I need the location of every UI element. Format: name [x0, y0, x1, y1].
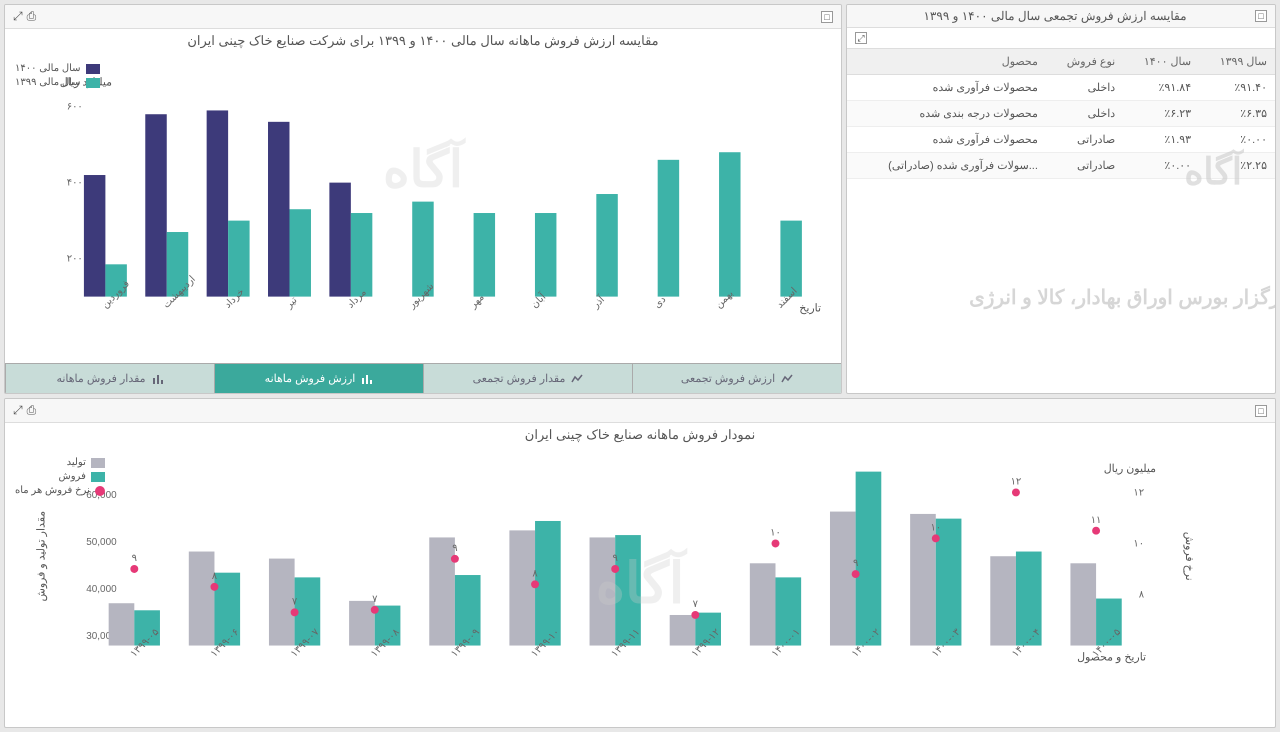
collapse-icon[interactable]: ⤢ — [13, 9, 23, 24]
svg-text:۱۱: ۱۱ — [1091, 515, 1102, 526]
chart2-title: نمودار فروش ماهانه صنایع خاک چینی ایران — [5, 423, 1275, 447]
table-row[interactable]: ٪۶.۳۵٪۶.۲۳داخلیمحصولات درجه بندی شده — [847, 101, 1275, 127]
legend-item[interactable]: فروش — [15, 471, 105, 482]
chart1-svg: ۲۰۰۴۰۰۶۰۰میلیارد ریالفروردیناردیبهشتخردا… — [15, 63, 831, 371]
panel-header: □ مقایسه ارزش فروش تجمعی سال مالی ۱۴۰۰ و… — [847, 5, 1275, 28]
table-cell: داخلی — [1046, 101, 1123, 127]
table-row[interactable]: ٪۹۱.۴۰٪۹۱.۸۴داخلیمحصولات فرآوری شده — [847, 75, 1275, 101]
svg-text:۹: ۹ — [853, 558, 858, 569]
svg-text:۱۰: ۱۰ — [1133, 538, 1144, 549]
panel-header: □ ⎙ ⤢ — [5, 399, 1275, 423]
table-cell: ٪۱.۹۳ — [1123, 127, 1199, 153]
chart1-legend: سال مالی ۱۴۰۰ سال مالی ۱۳۹۹ — [15, 63, 100, 91]
svg-text:۶۰۰: ۶۰۰ — [67, 102, 83, 113]
table-cell: صادراتی — [1046, 153, 1123, 179]
svg-text:۷: ۷ — [292, 596, 298, 607]
table-header[interactable]: نوع فروش — [1046, 49, 1123, 75]
svg-text:مقدار تولید و فروش: مقدار تولید و فروش — [36, 511, 48, 602]
table-row[interactable]: ٪۲.۲۵٪۰.۰۰صادراتی...سولات فرآوری شده (صا… — [847, 153, 1275, 179]
legend-item[interactable]: نرخ فروش هر ماه — [15, 485, 105, 496]
table-row[interactable]: ٪۰.۰۰٪۱.۹۳صادراتیمحصولات فرآوری شده — [847, 127, 1275, 153]
maximize-icon[interactable]: □ — [1255, 10, 1267, 22]
monthly-sales-chart-panel: □ ⎙ ⤢ مقایسه ارزش فروش ماهانه سال مالی ۱… — [4, 4, 842, 394]
collapse-icon[interactable]: ⤢ — [13, 403, 23, 418]
svg-text:۸: ۸ — [212, 571, 218, 582]
svg-text:50,000: 50,000 — [86, 537, 117, 548]
chart2-svg: 30,00040,00050,00060,000۸۱۰۱۲مقدار تولید… — [15, 457, 1265, 715]
table-cell: ٪۹۱.۴۰ — [1199, 75, 1275, 101]
table-cell: صادراتی — [1046, 127, 1123, 153]
panel-header: □ ⎙ ⤢ — [5, 5, 841, 29]
table-cell: محصولات درجه بندی شده — [847, 101, 1046, 127]
chart2-legend: تولید فروش نرخ فروش هر ماه — [15, 457, 105, 499]
table-cell: ٪۲.۲۵ — [1199, 153, 1275, 179]
monthly-production-chart-panel: □ ⎙ ⤢ نمودار فروش ماهانه صنایع خاک چینی … — [4, 398, 1276, 728]
svg-text:۸: ۸ — [1139, 589, 1145, 600]
svg-text:۱۲: ۱۲ — [1133, 487, 1144, 498]
svg-text:تاریخ و محصول: تاریخ و محصول — [1077, 651, 1146, 663]
svg-text:میلیون ریال: میلیون ریال — [1104, 463, 1156, 475]
svg-text:۹: ۹ — [132, 553, 137, 564]
table-cell: ٪۰.۰۰ — [1199, 127, 1275, 153]
legend-item[interactable]: سال مالی ۱۴۰۰ — [15, 63, 100, 74]
table-cell: ٪۰.۰۰ — [1123, 153, 1199, 179]
svg-text:۱۲: ۱۲ — [1011, 477, 1022, 488]
svg-text:40,000: 40,000 — [86, 584, 117, 595]
table-cell: ...سولات فرآوری شده (صادراتی) — [847, 153, 1046, 179]
table-cell: ٪۶.۲۳ — [1123, 101, 1199, 127]
maximize-icon[interactable]: □ — [821, 11, 833, 23]
export-icon[interactable]: ⤢ — [855, 32, 867, 44]
svg-text:دی: دی — [652, 294, 668, 310]
tab-ارزش-فروش-تجمعی[interactable]: ارزش فروش تجمعی — [632, 364, 841, 393]
table-title: مقایسه ارزش فروش تجمعی سال مالی ۱۴۰۰ و ۱… — [855, 9, 1255, 23]
svg-text:۹: ۹ — [452, 543, 457, 554]
table-header[interactable]: سال ۱۳۹۹ — [1199, 49, 1275, 75]
table-cell: ٪۹۱.۸۴ — [1123, 75, 1199, 101]
svg-text:۴۰۰: ۴۰۰ — [67, 178, 83, 189]
legend-item[interactable]: تولید — [15, 457, 105, 468]
tab-مقدار-فروش-ماهانه[interactable]: مقدار فروش ماهانه — [5, 364, 214, 393]
tab-ارزش-فروش-ماهانه[interactable]: ارزش فروش ماهانه — [214, 364, 423, 393]
chart1-tabs: ارزش فروش تجمعیمقدار فروش تجمعیارزش فروش… — [5, 363, 841, 393]
svg-text:۲۰۰: ۲۰۰ — [67, 254, 83, 265]
svg-text:نرخ فروش: نرخ فروش — [1183, 532, 1195, 581]
svg-text:تاریخ: تاریخ — [799, 303, 821, 315]
svg-text:۷: ۷ — [693, 599, 699, 610]
table-cell: محصولات فرآوری شده — [847, 75, 1046, 101]
table-cell: محصولات فرآوری شده — [847, 127, 1046, 153]
export-icon[interactable]: ⎙ — [27, 9, 37, 24]
maximize-icon[interactable]: □ — [1255, 405, 1267, 417]
table-panel: □ مقایسه ارزش فروش تجمعی سال مالی ۱۴۰۰ و… — [846, 4, 1276, 394]
svg-text:۸: ۸ — [532, 568, 538, 579]
svg-text:۷: ۷ — [372, 594, 378, 605]
chart1-title: مقایسه ارزش فروش ماهانه سال مالی ۱۴۰۰ و … — [5, 29, 841, 53]
table-cell: داخلی — [1046, 75, 1123, 101]
svg-text:۱۰: ۱۰ — [770, 528, 781, 539]
table-header[interactable]: سال ۱۴۰۰ — [1123, 49, 1199, 75]
watermark-tagline: کارگزار بورس اوراق بهادار، کالا و انرژی — [969, 285, 1276, 310]
table-header[interactable]: محصول — [847, 49, 1046, 75]
tab-مقدار-فروش-تجمعی[interactable]: مقدار فروش تجمعی — [423, 364, 632, 393]
svg-text:تیر: تیر — [283, 295, 300, 312]
export-icon[interactable]: ⎙ — [27, 403, 37, 418]
comparison-table: سال ۱۳۹۹سال ۱۴۰۰نوع فروشمحصول ٪۹۱.۴۰٪۹۱.… — [847, 49, 1275, 179]
table-cell: ٪۶.۳۵ — [1199, 101, 1275, 127]
legend-item[interactable]: سال مالی ۱۳۹۹ — [15, 77, 100, 88]
svg-text:۹: ۹ — [613, 553, 618, 564]
svg-text:۱۰: ۱۰ — [930, 522, 941, 533]
